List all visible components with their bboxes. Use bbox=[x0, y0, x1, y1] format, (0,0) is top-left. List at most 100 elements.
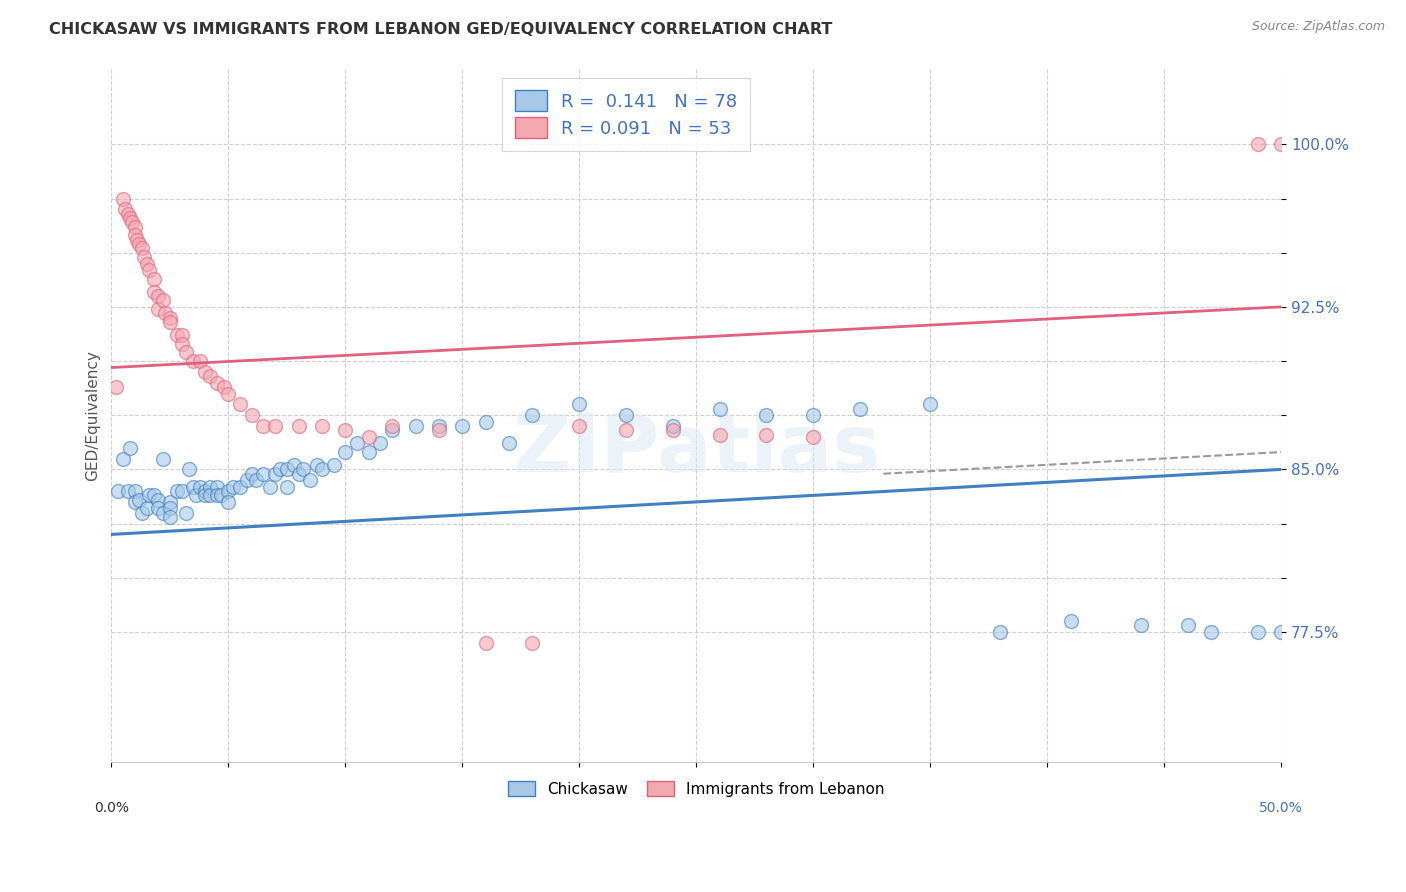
Point bbox=[427, 419, 450, 434]
Point bbox=[990, 624, 1012, 639]
Point bbox=[662, 424, 685, 438]
Point bbox=[276, 480, 298, 494]
Point bbox=[142, 285, 165, 299]
Point bbox=[252, 467, 274, 481]
Text: 50.0%: 50.0% bbox=[1260, 801, 1303, 815]
Point bbox=[522, 636, 544, 650]
Point bbox=[709, 427, 731, 442]
Point bbox=[709, 401, 731, 416]
Point bbox=[128, 492, 150, 507]
Point bbox=[159, 310, 181, 325]
Text: Source: ZipAtlas.com: Source: ZipAtlas.com bbox=[1251, 20, 1385, 33]
Point bbox=[138, 488, 160, 502]
Point bbox=[166, 484, 188, 499]
Point bbox=[205, 480, 228, 494]
Point bbox=[138, 263, 160, 277]
Point bbox=[105, 380, 128, 394]
Point bbox=[170, 336, 193, 351]
Point bbox=[177, 462, 200, 476]
Point bbox=[209, 488, 232, 502]
Point bbox=[217, 484, 239, 499]
Point bbox=[259, 480, 281, 494]
Point bbox=[212, 380, 235, 394]
Point bbox=[184, 488, 207, 502]
Text: 0.0%: 0.0% bbox=[94, 801, 129, 815]
Point bbox=[1270, 624, 1292, 639]
Point bbox=[614, 408, 637, 422]
Point bbox=[614, 424, 637, 438]
Point bbox=[114, 202, 136, 217]
Point bbox=[236, 473, 259, 487]
Point bbox=[131, 506, 153, 520]
Point bbox=[801, 430, 824, 444]
Point bbox=[188, 480, 211, 494]
Point bbox=[159, 510, 181, 524]
Point bbox=[229, 480, 252, 494]
Point bbox=[222, 480, 245, 494]
Text: ZIPatlas: ZIPatlas bbox=[512, 411, 880, 489]
Point bbox=[1177, 618, 1199, 632]
Point bbox=[292, 462, 315, 476]
Point bbox=[107, 484, 129, 499]
Point bbox=[120, 441, 142, 455]
Text: CHICKASAW VS IMMIGRANTS FROM LEBANON GED/EQUIVALENCY CORRELATION CHART: CHICKASAW VS IMMIGRANTS FROM LEBANON GED… bbox=[49, 22, 832, 37]
Point bbox=[252, 419, 274, 434]
Point bbox=[920, 397, 942, 411]
Point bbox=[198, 480, 221, 494]
Point bbox=[427, 424, 450, 438]
Point bbox=[112, 451, 135, 466]
Point bbox=[474, 415, 496, 429]
Point bbox=[135, 256, 157, 270]
Point bbox=[335, 445, 357, 459]
Point bbox=[181, 480, 204, 494]
Point bbox=[194, 365, 217, 379]
Point bbox=[269, 462, 291, 476]
Point bbox=[174, 506, 197, 520]
Point bbox=[155, 306, 177, 320]
Point bbox=[124, 484, 146, 499]
Point bbox=[474, 636, 496, 650]
Point bbox=[287, 467, 309, 481]
Point bbox=[1247, 137, 1270, 152]
Point bbox=[240, 467, 263, 481]
Point bbox=[112, 192, 135, 206]
Point bbox=[120, 211, 142, 225]
Point bbox=[159, 495, 181, 509]
Point bbox=[124, 495, 146, 509]
Point bbox=[152, 451, 174, 466]
Point bbox=[229, 397, 252, 411]
Point bbox=[245, 473, 267, 487]
Point bbox=[217, 386, 239, 401]
Point bbox=[287, 419, 309, 434]
Point bbox=[307, 458, 329, 472]
Point bbox=[240, 408, 263, 422]
Point bbox=[755, 408, 778, 422]
Point bbox=[346, 436, 368, 450]
Point bbox=[1247, 624, 1270, 639]
Point bbox=[148, 492, 170, 507]
Point bbox=[451, 419, 474, 434]
Point bbox=[135, 501, 157, 516]
Point bbox=[568, 397, 591, 411]
Point bbox=[405, 419, 427, 434]
Point bbox=[198, 369, 221, 384]
Point bbox=[148, 289, 170, 303]
Point bbox=[124, 219, 146, 234]
Point bbox=[1199, 624, 1222, 639]
Point bbox=[568, 419, 591, 434]
Point bbox=[127, 233, 149, 247]
Point bbox=[522, 408, 544, 422]
Point bbox=[217, 495, 239, 509]
Point bbox=[335, 424, 357, 438]
Point bbox=[152, 293, 174, 308]
Point bbox=[166, 328, 188, 343]
Point bbox=[174, 345, 197, 359]
Point bbox=[1270, 137, 1292, 152]
Point bbox=[357, 445, 380, 459]
Point bbox=[381, 424, 404, 438]
Point bbox=[170, 328, 193, 343]
Point bbox=[134, 250, 156, 264]
Point bbox=[276, 462, 298, 476]
Point bbox=[128, 237, 150, 252]
Point bbox=[662, 419, 685, 434]
